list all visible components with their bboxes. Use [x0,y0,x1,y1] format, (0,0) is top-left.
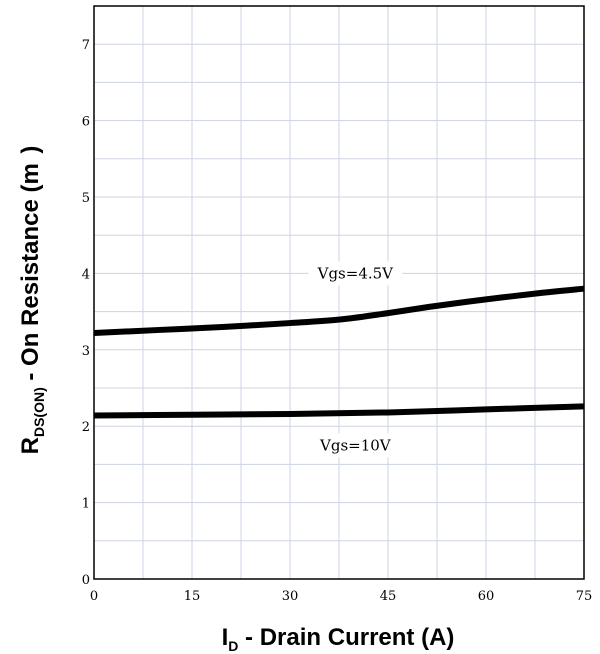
y-tick-label: 4 [82,267,90,282]
y-tick-label: 2 [82,420,90,435]
series-line-0 [93,285,585,336]
y-tick-labels: 0 1 2 3 4 5 6 7 [82,38,90,588]
y-tick-label: 6 [82,115,90,130]
annotations: Vgs=4.5V Vgs=10V [308,261,403,458]
annotation-label-1: Vgs=10V [319,436,392,454]
y-tick-label: 1 [82,497,90,512]
x-tick-label: 45 [380,589,397,604]
annotation-label-0: Vgs=4.5V [317,264,395,282]
series-line-1 [93,403,585,419]
y-tick-label: 0 [82,573,90,588]
x-axis-title: ID - Drain Current (A) [222,624,455,654]
annotation-background [308,261,403,286]
plot-frame [93,5,585,580]
y-tick-label: 7 [82,38,90,53]
series-layer [93,285,585,419]
x-tick-label: 0 [90,589,98,604]
x-tick-label: 30 [282,589,299,604]
annotation-background [311,433,400,458]
y-tick-label: 3 [82,344,90,359]
x-tick-labels: 0 15 30 45 60 75 [90,589,592,604]
x-tick-label: 60 [478,589,495,604]
grid [93,5,585,580]
x-tick-label: 75 [576,589,593,604]
y-tick-label: 5 [82,191,90,206]
y-axis-title: RDS(ON) - On Resistance (m ) [17,146,47,455]
x-tick-label: 15 [184,589,201,604]
